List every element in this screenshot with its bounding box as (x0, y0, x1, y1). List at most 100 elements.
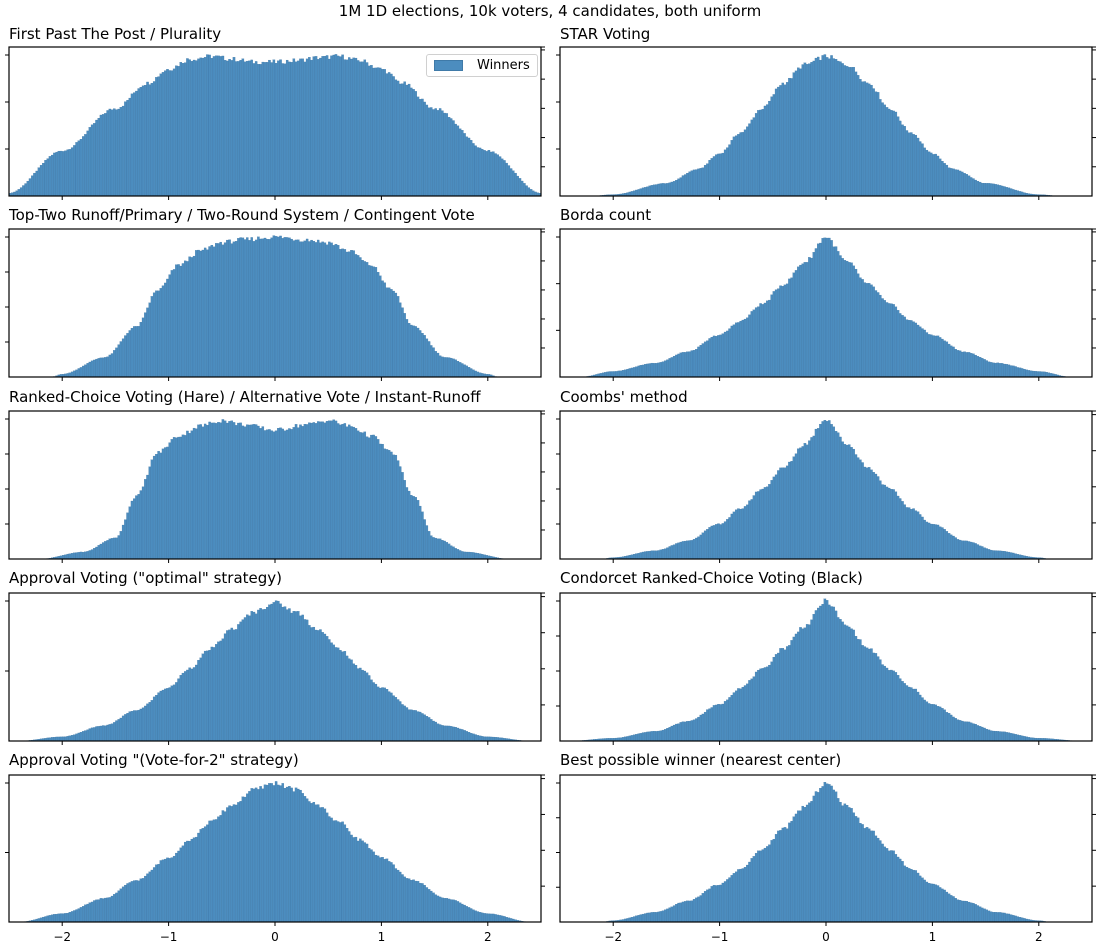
histogram-bar (974, 179, 977, 197)
histogram-bar (432, 892, 435, 923)
histogram-bar (635, 734, 638, 742)
histogram-bar (161, 448, 165, 560)
histogram-bar (848, 444, 851, 560)
histogram-bar (157, 863, 160, 923)
histogram-bar (985, 360, 988, 378)
histogram-bar (730, 140, 734, 197)
histogram-bar (299, 58, 302, 197)
histogram-bar (692, 169, 696, 197)
histogram-bar (976, 356, 980, 378)
histogram-bar (843, 260, 847, 378)
histogram-bar (728, 697, 731, 742)
histogram-bar (894, 111, 898, 197)
histogram-bar (104, 541, 107, 560)
histogram-bar (405, 878, 409, 923)
histogram-bar (155, 864, 158, 923)
histogram-bar (449, 357, 453, 378)
histogram-bar (157, 290, 160, 378)
histogram-bar (961, 540, 964, 560)
histogram-bar (983, 727, 986, 742)
histogram-bar (137, 709, 140, 742)
histogram-bar (348, 658, 351, 742)
histogram-bar (434, 537, 437, 560)
histogram-bar (290, 238, 293, 378)
histogram-bar (434, 721, 437, 742)
histogram-bar (734, 135, 738, 197)
histogram-bar (314, 629, 318, 742)
histogram-bar (212, 819, 216, 923)
histogram-bar (75, 909, 78, 923)
histogram-bar (86, 551, 89, 560)
histogram-bar (854, 816, 858, 923)
histogram-bar (770, 480, 773, 560)
histogram-bar (927, 703, 931, 742)
histogram-bar (805, 444, 809, 560)
panel-title-top-two: Top-Two Runoff/Primary / Two-Round Syste… (9, 206, 475, 224)
histogram-bar (899, 678, 902, 742)
histogram-bar (717, 704, 720, 742)
histogram-bar (46, 915, 50, 923)
histogram-bar (481, 554, 484, 560)
histogram-bar (458, 902, 462, 923)
histogram-bar (996, 550, 1000, 560)
histogram-bar (152, 292, 156, 378)
histogram-bars (604, 420, 1048, 560)
histogram-bar (330, 420, 333, 560)
histogram-bar (119, 717, 123, 742)
histogram-bar (363, 59, 367, 197)
histogram-bar (859, 459, 862, 560)
histogram-bar (210, 245, 214, 378)
histogram-bar (726, 879, 729, 923)
histogram-bar (681, 541, 685, 560)
histogram-bar (823, 598, 827, 742)
panel-8: −2 −1 0 1 2 (5, 774, 545, 944)
histogram-bar (59, 913, 63, 923)
histogram-bar (799, 447, 802, 560)
histogram-bar (259, 428, 262, 560)
histogram-bar (403, 313, 406, 378)
histogram-bar (967, 541, 971, 560)
histogram-bar (923, 329, 926, 378)
histogram-bar (383, 282, 386, 378)
histogram-bar (695, 169, 698, 197)
histogram-bar (894, 491, 898, 560)
histogram-bar (655, 550, 658, 560)
histogram-bar (861, 279, 864, 378)
histogram-bar (633, 190, 636, 197)
histogram-bar (899, 858, 902, 923)
histogram-bar (334, 820, 338, 923)
histogram-bar (932, 524, 935, 560)
histogram-bar (341, 651, 344, 742)
histogram-bar (870, 84, 873, 197)
histogram-bar (732, 873, 736, 923)
histogram-bar (217, 243, 220, 378)
histogram-bar (108, 108, 112, 197)
x-tick-label: 2 (1035, 930, 1043, 944)
histogram-bar (925, 521, 929, 560)
histogram-bar (941, 888, 944, 923)
histogram-bar (934, 884, 937, 923)
histogram-bar (989, 549, 993, 560)
histogram-bar (624, 736, 627, 742)
histogram-bar (817, 56, 820, 197)
histogram-bar (237, 61, 240, 197)
histogram-bar (82, 136, 85, 197)
histogram-bar (221, 419, 225, 560)
histogram-bar (243, 426, 247, 560)
histogram-bar (467, 732, 471, 742)
histogram-bar (777, 652, 780, 742)
histogram-bar (854, 71, 858, 197)
histogram-bar (272, 785, 276, 923)
histogram-bar (814, 428, 818, 560)
histogram-bar (201, 426, 205, 560)
histogram-bar (865, 827, 869, 923)
histogram-bar (144, 705, 147, 742)
histogram-bar (732, 324, 736, 378)
histogram-bar (601, 372, 605, 378)
histogram-bar (983, 359, 986, 378)
histogram-bar (77, 732, 81, 742)
histogram-bar (500, 915, 504, 923)
histogram-bar (496, 154, 500, 197)
histogram-bar (133, 326, 136, 378)
histogram-bar (101, 725, 105, 742)
